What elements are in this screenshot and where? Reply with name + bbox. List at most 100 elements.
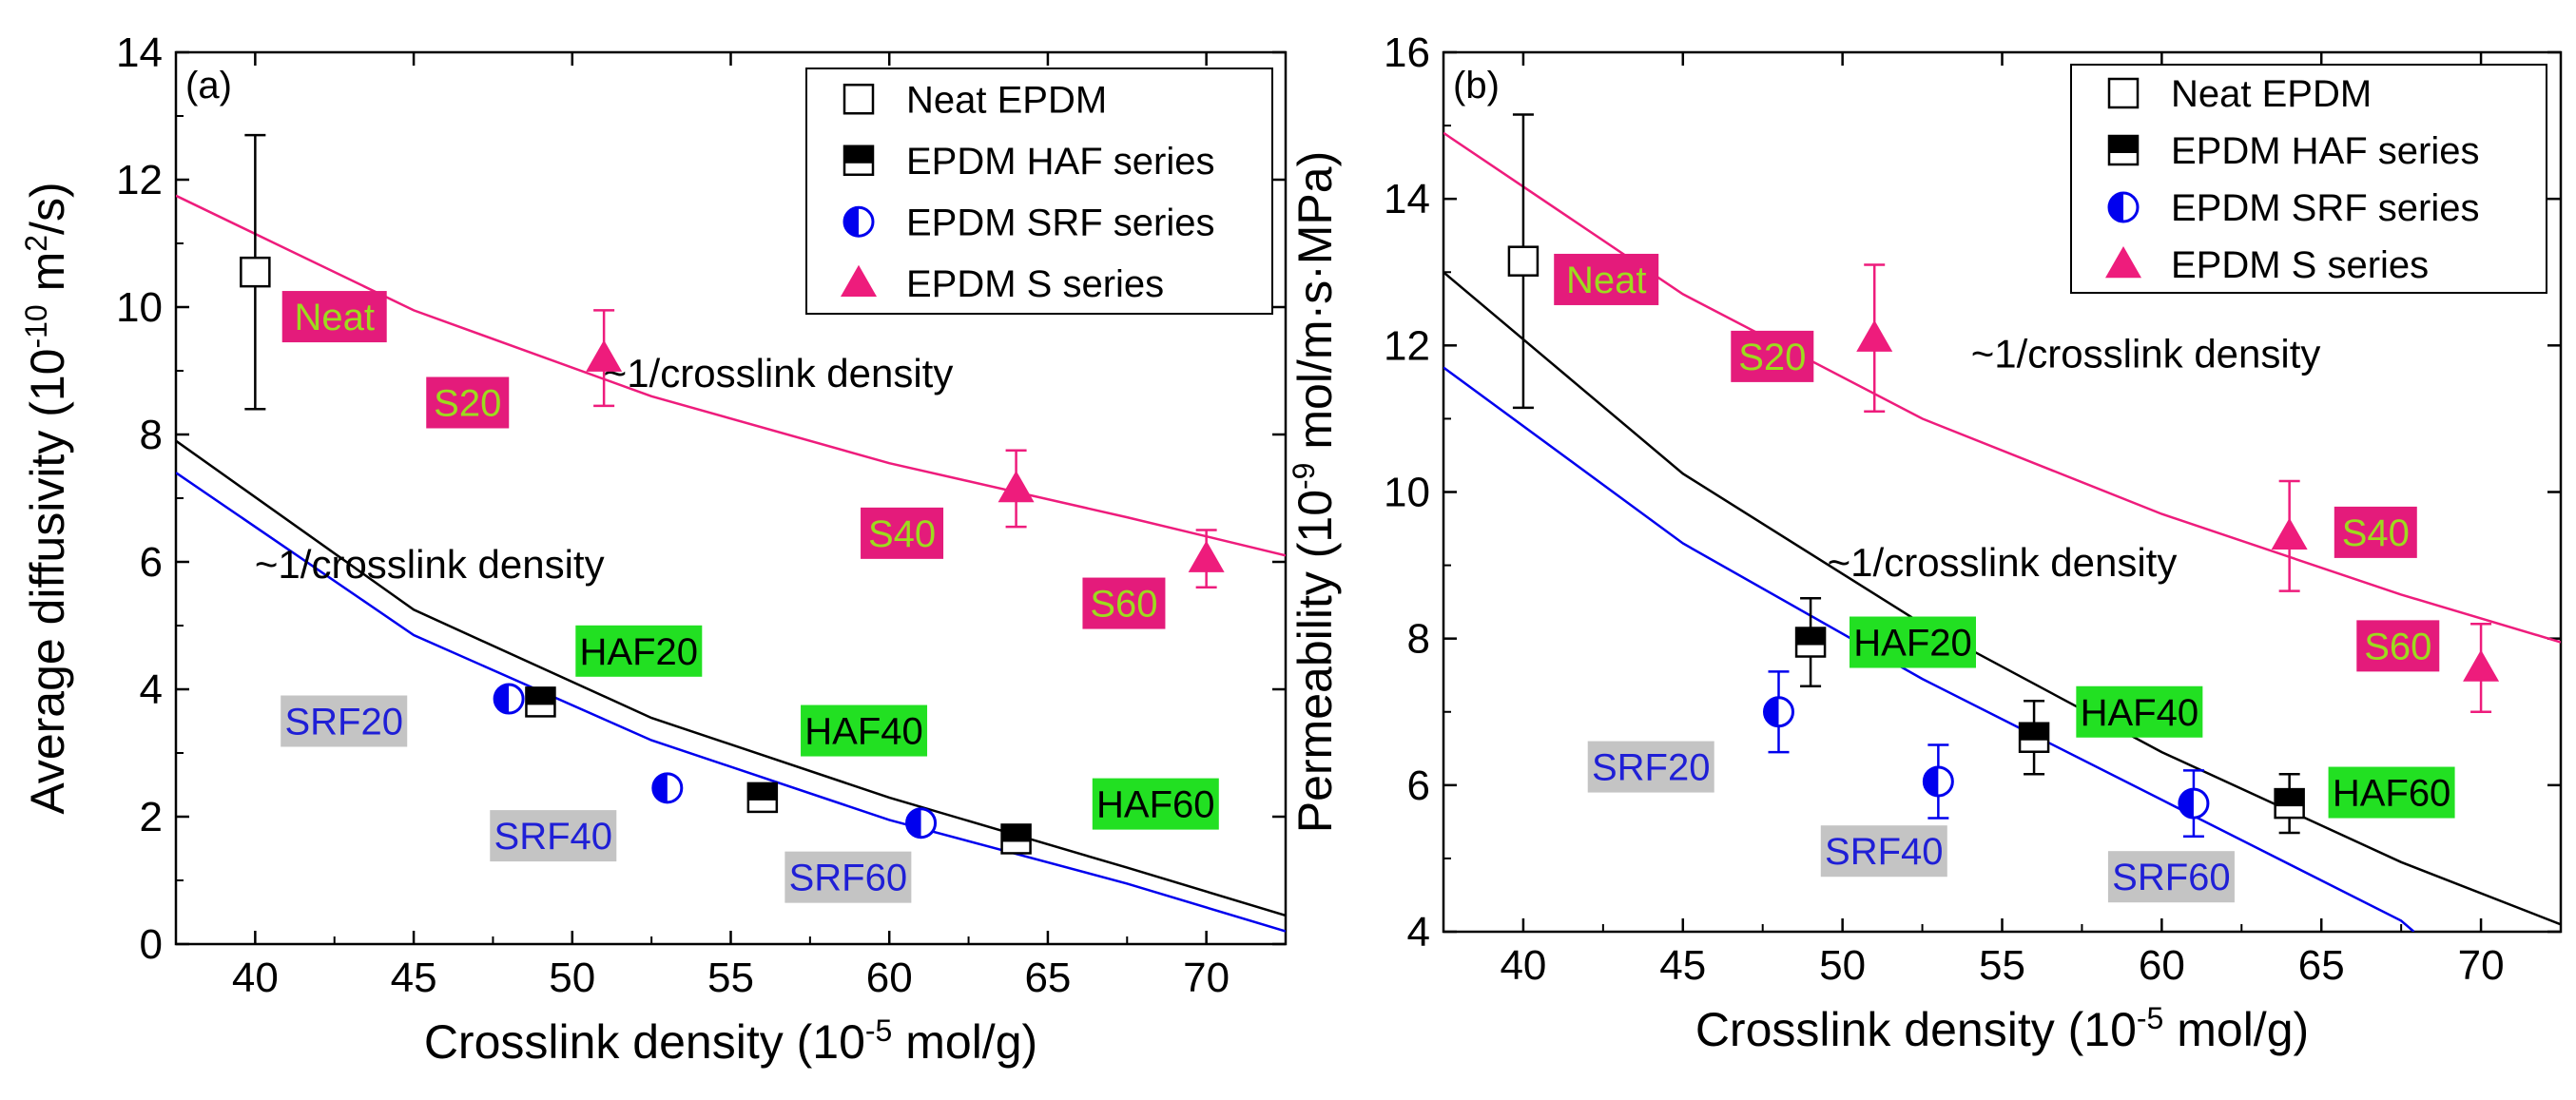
panel-b-point-half-circle-0 [1764,697,1779,726]
panel-a-label-haf20: HAF20 [580,631,699,673]
panel-a-x-tick-label: 55 [707,955,754,1001]
panel-a-label-box-srf20 [281,695,408,747]
panel-b-label-box-haf60 [2328,766,2455,819]
panel-a-legend-box [805,68,1273,315]
panel-b-point-triangle-0 [1856,319,1893,352]
panel-a-x-tick-label: 70 [1183,955,1230,1001]
panel-a-label-srf20: SRF20 [284,702,403,743]
panel-a-y-tick-label: 14 [116,29,163,76]
panel-a-point-triangle-2 [1188,540,1225,572]
panel-a-y-tick-label: 12 [116,157,163,203]
panel-a-legend-entry-3: EPDM S series [906,263,1164,305]
panel-b-label-box-srf20 [1587,741,1714,793]
panel-a-label-box-s40 [861,507,944,559]
panel-a-label-box-haf20 [575,625,703,677]
panel-b-legend-box [2070,64,2547,294]
panel-a-point-half-square-2 [1001,824,1031,842]
panel-b-label-box-s20 [1731,330,1814,382]
panel-a-legend-marker-1 [844,145,873,164]
panel-a-point-half-circle-0 [494,685,510,714]
panel-a-point-triangle-1 [997,470,1035,503]
panel-b-label-s40: S40 [2342,512,2410,554]
panel-b-point-half-circle-2 [2179,789,2194,819]
panel-a-legend-entry-1: EPDM HAF series [906,141,1215,183]
panel-a-label-box-neat [281,291,387,343]
panel-a-label-haf40: HAF40 [804,711,923,753]
panel-a-panel-label: (a) [185,65,232,106]
panel-b-label-neat: Neat [1566,260,1647,301]
panel-b-legend-marker-3 [2105,246,2141,279]
panel-b-label-haf20: HAF20 [1853,623,1972,665]
panel-b-label-box-srf40 [1820,825,1947,878]
panel-a-y-tick-label: 0 [140,921,163,968]
panel-a-x-tick-label: 50 [549,955,595,1001]
panel-a-annotation-1: ~1/crosslink density [255,542,605,587]
panel-b-x-tick-label: 55 [1979,942,2025,989]
panel-b-point-triangle-1 [2271,517,2308,550]
panel-b-x-tick-label: 45 [1659,942,1706,989]
panel-b-label-box-srf60 [2107,851,2235,903]
panel-b-x-tick-label: 50 [1819,942,1866,989]
panel-b-y-tick-label: 12 [1384,322,1430,369]
panel-b-legend-marker-0 [2107,77,2140,109]
panel-b-point-half-square-1 [2020,723,2049,741]
panel-b-x-tick-label: 65 [2298,942,2345,989]
panel-a-y-tick-label: 2 [140,794,163,840]
panel-b-legend-entry-0: Neat EPDM [2171,73,2372,115]
panel-b-x-axis-label: Crosslink density (10-5 mol/g) [1695,1001,2309,1056]
panel-b-label-s20: S20 [1738,337,1806,378]
panel-b-y-tick-label: 8 [1407,616,1430,663]
panel-a-y-tick-label: 8 [140,412,163,458]
panel-a-label-box-srf60 [784,851,912,903]
panel-a-x-tick-label: 45 [391,955,437,1001]
panel-b-annotation-0: ~1/crosslink density [1971,331,2321,376]
panel-a-point-half-circle-2 [906,808,921,838]
panel-a-legend-entry-2: EPDM SRF series [906,202,1215,243]
panel-b-label-box-s40 [2334,506,2417,558]
panel-b-y-tick-label: 14 [1384,176,1430,222]
panel-a-label-box-srf40 [490,810,617,862]
panel-a-fit-curve-1 [176,439,1286,917]
panel-b-label-box-neat [1554,253,1659,305]
panel-b-y-tick-label: 4 [1407,909,1430,955]
panel-a-label-srf60: SRF60 [789,858,908,899]
panel-b-y-tick-label: 6 [1407,762,1430,809]
panel-b-legend-entry-3: EPDM S series [2171,244,2429,286]
panel-a-x-tick-label: 40 [232,955,279,1001]
panel-a-label-neat: Neat [294,297,375,338]
panel-a-x-tick-label: 65 [1024,955,1071,1001]
panel-b-y-tick-label: 10 [1384,470,1430,516]
panel-a-y-axis-label: Average diffusivity (10-10 m2/s) [19,182,74,814]
panel-a-point-half-square-0 [526,687,555,705]
panel-a-fit-curve-2 [176,472,1286,933]
panel-b-point-half-square-0 [1796,627,1826,646]
panel-b-legend-entry-1: EPDM HAF series [2171,130,2480,172]
panel-a-y-tick-label: 10 [116,284,163,331]
panel-b-point-triangle-2 [2463,649,2500,682]
panel-a-label-srf40: SRF40 [494,816,613,858]
panel-b-point-half-square-2 [2275,789,2304,807]
panel-b-label-srf20: SRF20 [1592,747,1711,789]
panel-a-legend-marker-3 [841,264,877,297]
panel-b-panel-label: (b) [1453,65,1500,106]
panel-a-legend-marker-0 [843,84,875,115]
panel-b-label-box-haf40 [2076,685,2203,738]
panel-b-point-open-square-0 [1507,245,1540,277]
panel-a: 40 45 50 55 60 65 70 0 2 4 6 8 10 12 14 Crosslink densi… [19,29,1288,1069]
panel-a-x-axis-label: Crosslink density (10-5 mol/g) [424,1013,1037,1069]
panel-b: 40 45 50 55 60 65 70 4 6 8 10 12 14 16 Crosslink densi… [1287,29,2563,1056]
panel-b-point-half-circle-1 [1924,766,1939,796]
panel-b-annotation-1: ~1/crosslink density [1828,540,2178,585]
panel-b-label-s60: S60 [2364,626,2431,667]
panel-b-label-haf60: HAF60 [2333,773,2451,815]
panel-a-label-box-haf40 [801,704,928,757]
panel-b-legend-marker-2 [2109,193,2123,222]
panel-a-point-half-square-1 [747,782,777,801]
panel-b-label-box-haf20 [1850,616,1976,668]
panel-a-label-box-s20 [426,376,510,429]
panel-a-label-s20: S20 [434,383,501,425]
panel-a-label-haf60: HAF60 [1096,784,1215,826]
panel-a-legend-marker-2 [844,207,859,237]
